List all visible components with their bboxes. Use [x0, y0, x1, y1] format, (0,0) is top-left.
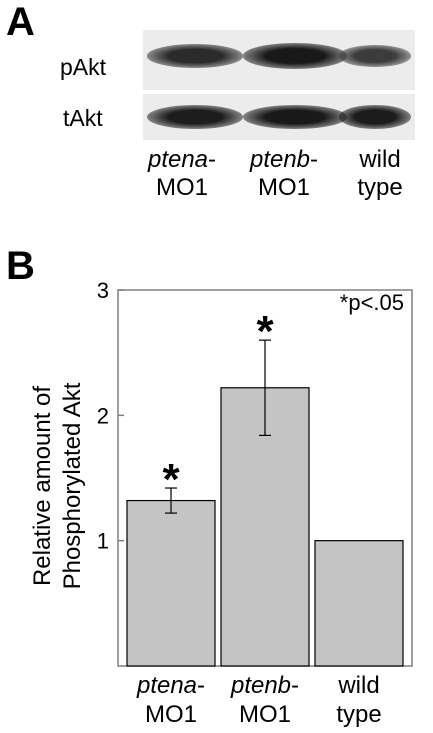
bar [314, 540, 404, 667]
blot-strip-takt [143, 94, 415, 140]
panel-b-letter: B [6, 244, 35, 288]
y-axis-label-line1: Relative amount of [29, 386, 56, 586]
x-category-label-line2: MO1 [145, 701, 197, 728]
significance-star: * [256, 307, 274, 356]
y-tick-label: 3 [97, 278, 109, 303]
bar [220, 387, 310, 667]
bar [126, 499, 216, 667]
blot-row-label-takt: tAkt [63, 105, 103, 131]
x-category-label-line1: ptena- [136, 672, 205, 699]
significance-note: *p<.05 [340, 290, 404, 315]
blot-band [147, 44, 243, 68]
blot-lane-label-ptenb: ptenb- MO1 [249, 146, 319, 201]
blot-lane-label-ptena: ptena- MO1 [147, 146, 217, 201]
x-category-label-line1: ptenb- [230, 672, 299, 699]
significance-star: * [162, 455, 180, 504]
panel-a-letter: A [6, 0, 35, 44]
y-axis-label-line2: Phosphorylated Akt [59, 382, 86, 589]
x-category-label-line2: type [336, 701, 381, 728]
blot-band [243, 105, 347, 129]
blot-band [243, 43, 347, 69]
x-category-label-line1: wild [337, 672, 379, 699]
blot-band [339, 105, 411, 129]
y-tick-label: 1 [97, 529, 109, 554]
blot-strip-pakt [143, 30, 415, 90]
blot-band [339, 45, 411, 67]
blot-row-label-pakt: pAkt [60, 54, 107, 80]
y-tick-label: 2 [97, 403, 109, 428]
blot-band [147, 105, 243, 129]
blot-lane-label-wildtype: wild type [357, 146, 403, 201]
x-category-label-line2: MO1 [239, 701, 291, 728]
